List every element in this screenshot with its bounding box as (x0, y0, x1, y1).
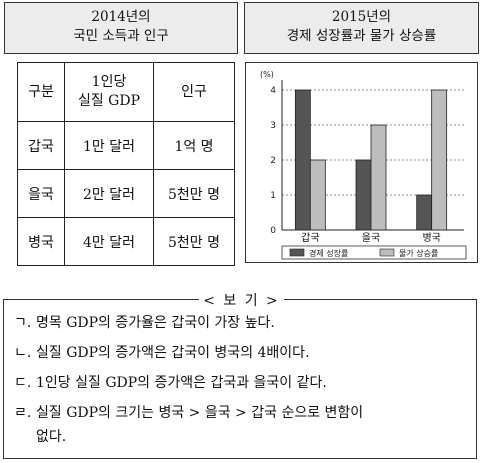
legend-swatch (379, 248, 395, 257)
bogi-title: < 보 기 > (0, 290, 483, 310)
table-row: 을국 2만 달러 5천만 명 (17, 169, 235, 218)
header-gdp-line1: 1인당 (91, 74, 127, 90)
y-tick-label: 3 (270, 121, 276, 131)
chart-title-line2: 경제 성장률과 물가 상승률 (286, 28, 437, 44)
legend-label: 경제 성장률 (309, 248, 348, 258)
income-population-table: 구분 1인당 실질 GDP 인구 갑국 1만 달러 1억 명 을국 2만 달러 … (17, 62, 235, 266)
bogi-item-text: 1인당 실질 GDP의 증가액은 갑국과 을국이 같다. (36, 375, 327, 391)
header-gdp: 1인당 실질 GDP (64, 62, 154, 122)
table-row: 병국 4만 달러 5천만 명 (17, 217, 235, 266)
table-header-row: 구분 1인당 실질 GDP 인구 (17, 62, 235, 122)
bogi-item-mark: ㄹ. (14, 405, 32, 421)
cell-country: 을국 (17, 169, 65, 218)
bogi-item-mark: ㄱ. (14, 315, 32, 331)
bar (355, 159, 372, 231)
bogi-item-mark: ㄴ. (14, 345, 32, 361)
cell-population: 5천만 명 (153, 169, 235, 218)
table-title-line1: 2014년의 (91, 9, 151, 25)
bogi-item-text: 실질 GDP의 증가액은 갑국이 병국의 4배이다. (36, 345, 310, 361)
table-row: 갑국 1만 달러 1억 명 (17, 121, 235, 170)
x-category-label: 갑국 (301, 232, 319, 244)
table-title-box: 2014년의 국민 소득과 인구 (4, 2, 238, 54)
bar (431, 89, 448, 231)
bar (309, 159, 326, 231)
bogi-item-text: 실질 GDP의 크기는 병국 > 을국 > 갑국 순으로 변함이 (36, 405, 364, 421)
bar (416, 194, 433, 231)
bogi-item-mark: ㄷ. (14, 375, 32, 391)
header-category: 구분 (17, 62, 65, 122)
cell-country: 갑국 (17, 121, 65, 170)
y-tick-label: 2 (270, 156, 276, 166)
y-tick-label: 4 (270, 86, 276, 96)
cell-population: 5천만 명 (153, 217, 235, 266)
bogi-item: ㄹ. 실질 GDP의 크기는 병국 > 을국 > 갑국 순으로 변함이 (14, 403, 363, 423)
legend-label: 물가 상승률 (399, 248, 438, 258)
y-tick-label: 1 (270, 191, 276, 201)
y-axis-unit-label: (%) (260, 70, 274, 79)
legend-swatch (289, 248, 305, 257)
bar (294, 89, 311, 231)
cell-gdp: 4만 달러 (64, 217, 154, 266)
table-title-line2: 국민 소득과 인구 (73, 28, 169, 44)
chart-title-line1: 2015년의 (331, 9, 392, 25)
x-category-label: 을국 (362, 232, 380, 244)
cell-population: 1억 명 (153, 121, 235, 170)
bogi-item-continuation: 없다. (36, 429, 67, 445)
header-gdp-line2: 실질 GDP (77, 93, 141, 109)
bogi-item: ㄴ. 실질 GDP의 증가액은 갑국이 병국의 4배이다. (14, 343, 310, 363)
header-population: 인구 (153, 62, 235, 122)
cell-country: 병국 (17, 217, 65, 266)
bogi-item: ㄷ. 1인당 실질 GDP의 증가액은 갑국과 을국이 같다. (14, 373, 327, 393)
legend-box (281, 245, 467, 260)
bogi-title-text: < 보 기 > (199, 293, 284, 309)
chart-title-box: 2015년의 경제 성장률과 물가 상승률 (244, 2, 479, 54)
cell-gdp: 2만 달러 (64, 169, 154, 218)
x-category-label: 병국 (422, 232, 440, 244)
bar (370, 124, 387, 231)
cell-gdp: 1만 달러 (64, 121, 154, 170)
bogi-item-text: 명목 GDP의 증가율은 갑국이 가장 높다. (36, 315, 275, 331)
bogi-item: ㄱ. 명목 GDP의 증가율은 갑국이 가장 높다. (14, 313, 275, 333)
y-tick-label: 0 (270, 226, 276, 236)
